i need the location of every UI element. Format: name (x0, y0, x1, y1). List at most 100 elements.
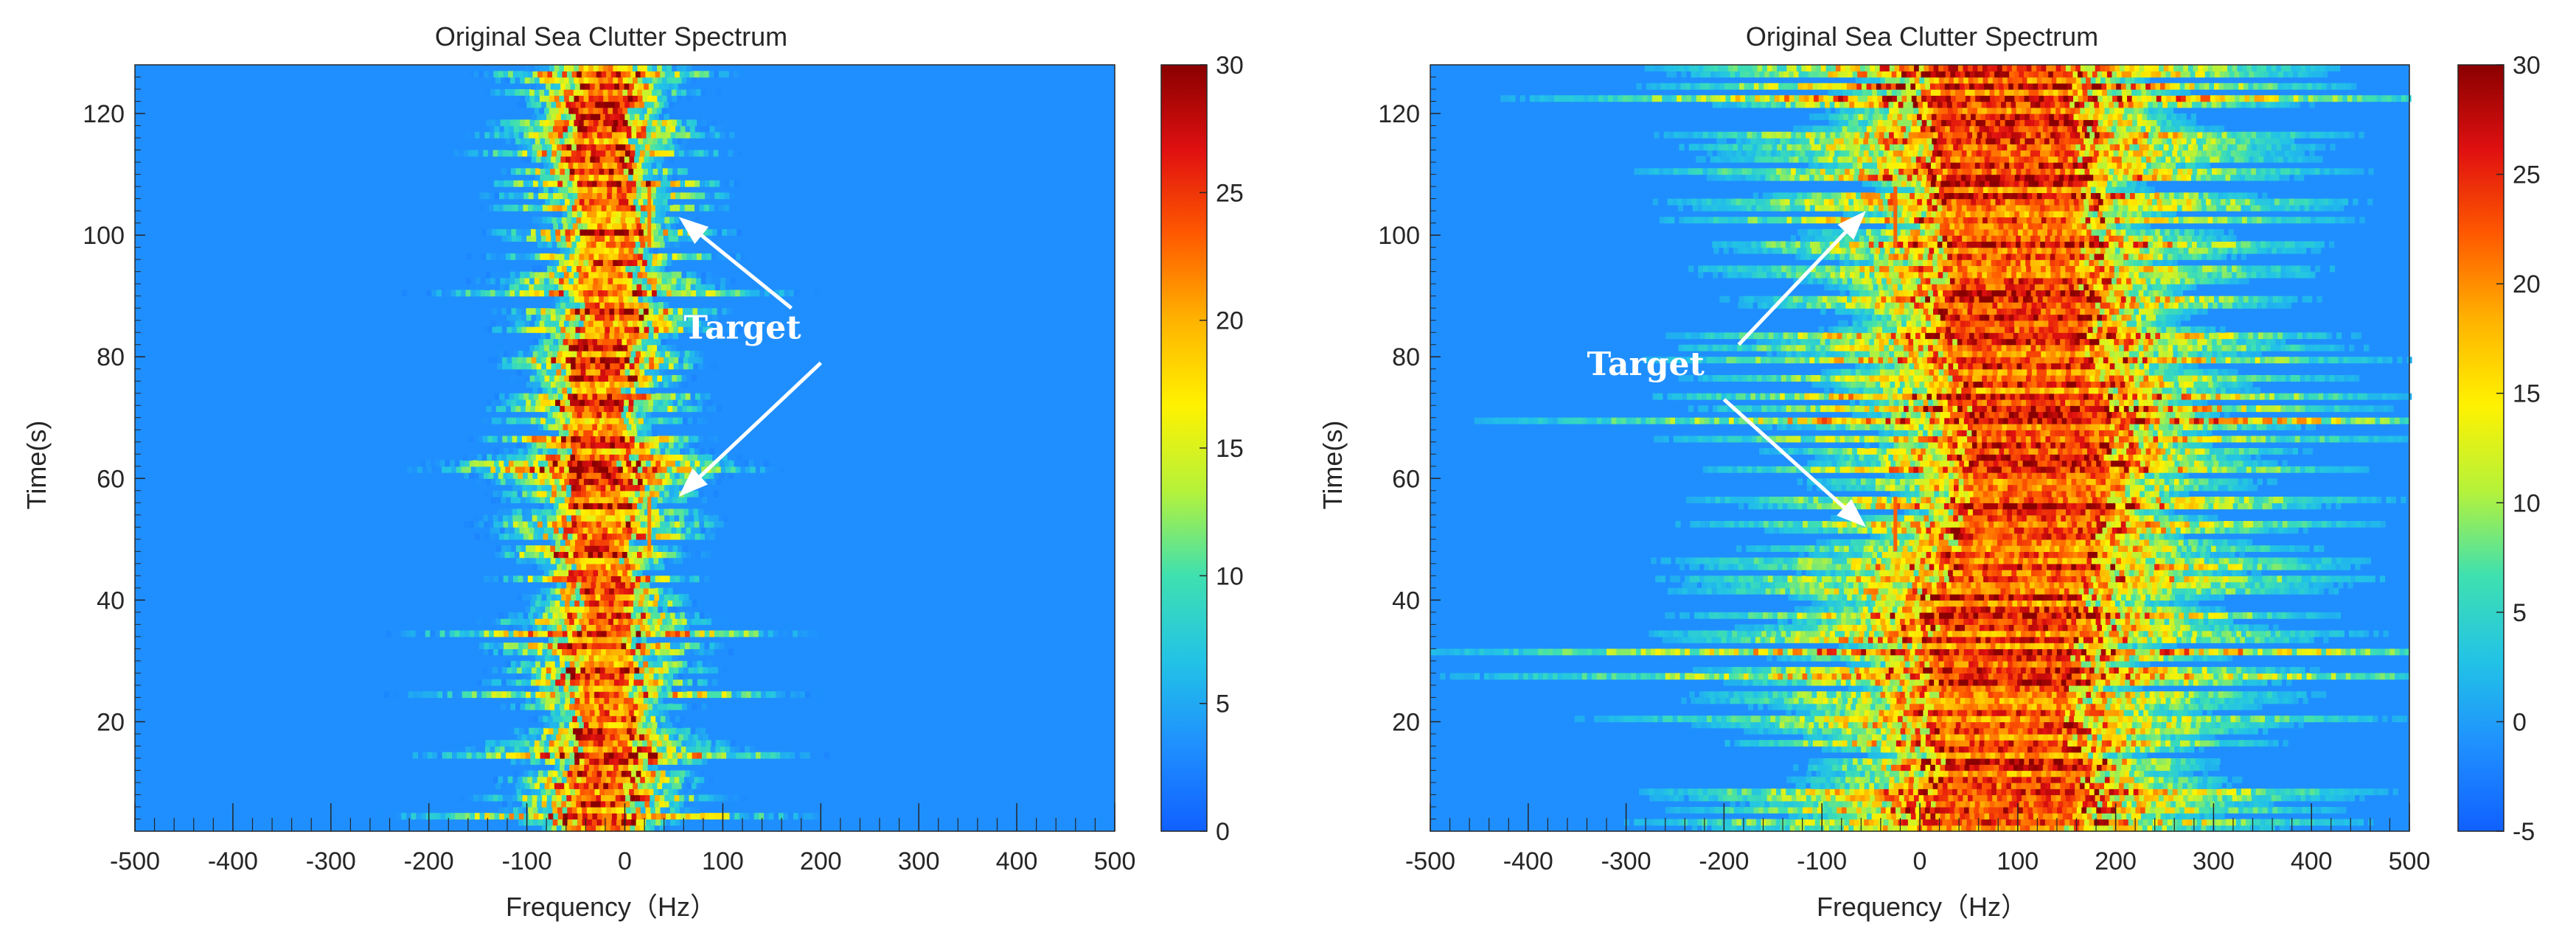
heatmap-cell (543, 716, 548, 722)
heatmap-cell (503, 150, 508, 157)
heatmap-cell (638, 332, 644, 339)
heatmap-cell (529, 126, 534, 133)
heatmap-cell (563, 746, 568, 752)
heatmap-cell (627, 321, 633, 327)
heatmap-cell (634, 381, 639, 388)
heatmap-cell (587, 205, 592, 211)
heatmap-cell (620, 491, 625, 497)
heatmap-cell (622, 716, 627, 722)
heatmap-cell (577, 582, 582, 589)
heatmap-cell (543, 771, 549, 777)
heatmap-cell (533, 771, 538, 777)
heatmap-cell (518, 461, 523, 467)
heatmap-cell (613, 600, 619, 606)
heatmap-cell (655, 771, 661, 777)
heatmap-cell (545, 253, 550, 260)
heatmap-cell (640, 564, 645, 570)
heatmap-cell (546, 788, 551, 795)
heatmap-cell (672, 405, 678, 412)
heatmap-cell (622, 162, 627, 169)
heatmap-cell (593, 466, 599, 473)
heatmap-cell (537, 485, 542, 492)
heatmap-cell (520, 321, 525, 327)
heatmap-cell (554, 272, 560, 279)
heatmap-cell (551, 381, 556, 388)
heatmap-cell (655, 716, 661, 722)
heatmap-cell (695, 448, 700, 455)
heatmap-cell (654, 113, 659, 120)
heatmap-cell (572, 181, 577, 187)
heatmap-cell (560, 539, 565, 546)
heatmap-cell (599, 704, 604, 710)
heatmap-cell (598, 570, 603, 576)
heatmap-cell (590, 381, 595, 388)
heatmap-cell (538, 461, 543, 467)
heatmap-cell (481, 466, 486, 473)
heatmap-cell (518, 612, 523, 619)
heatmap-cell (503, 777, 508, 783)
heatmap-cell (551, 326, 556, 333)
heatmap-cell (510, 783, 515, 789)
heatmap-cell (489, 576, 494, 582)
heatmap-cell (418, 691, 423, 698)
heatmap-cell (616, 564, 621, 570)
heatmap-cell (647, 259, 652, 266)
heatmap-cell (546, 113, 551, 120)
heatmap-cell (561, 357, 566, 363)
heatmap-cell (585, 308, 590, 315)
heatmap-cell (632, 813, 637, 819)
heatmap-cell (445, 461, 450, 467)
heatmap-cell (540, 175, 545, 181)
heatmap-cell (691, 551, 696, 558)
heatmap-cell (599, 588, 605, 595)
heatmap-cell (557, 564, 562, 570)
heatmap-cell (543, 132, 549, 139)
heatmap-cell (493, 795, 498, 802)
heatmap-cell (492, 454, 497, 461)
heatmap-cell (589, 600, 594, 606)
heatmap-cell (537, 351, 543, 357)
heatmap-cell (669, 648, 675, 655)
heatmap-cell (696, 272, 701, 279)
heatmap-cell (638, 497, 644, 503)
heatmap-cell (617, 338, 622, 345)
heatmap-cell (577, 461, 582, 467)
heatmap-cell (540, 253, 545, 260)
heatmap-cell (577, 181, 582, 187)
heatmap-cell (695, 461, 700, 467)
heatmap-cell (629, 381, 634, 388)
heatmap-cell (633, 430, 638, 436)
heatmap-cell (606, 648, 611, 655)
heatmap-cell (635, 485, 640, 492)
heatmap-cell (660, 648, 665, 655)
heatmap-cell (484, 643, 490, 649)
heatmap-cell (579, 89, 584, 96)
heatmap-cell (614, 229, 619, 236)
heatmap-cell (665, 643, 670, 649)
heatmap-cell (554, 430, 559, 436)
heatmap-cell (759, 461, 764, 467)
heatmap-cell (722, 752, 727, 759)
heatmap-cell (696, 551, 701, 558)
heatmap-cell (568, 223, 573, 230)
heatmap-cell (508, 795, 513, 802)
heatmap-cell (652, 752, 658, 759)
heatmap-cell (530, 497, 535, 503)
heatmap-cell (608, 746, 613, 752)
heatmap-cell (638, 606, 644, 613)
heatmap-cell (574, 168, 579, 175)
heatmap-cell (667, 618, 672, 625)
heatmap-cell (645, 388, 650, 394)
heatmap-cell (377, 813, 382, 819)
heatmap-cell (527, 144, 532, 150)
heatmap-cell (559, 108, 564, 114)
heatmap-cell (636, 643, 641, 649)
heatmap-cell (533, 576, 538, 582)
heatmap-cell (579, 655, 585, 662)
heatmap-cell (702, 752, 707, 759)
heatmap-cell (700, 351, 705, 357)
heatmap-cell (487, 229, 492, 236)
heatmap-cell (653, 418, 658, 424)
heatmap-cell (529, 89, 535, 96)
heatmap-cell (570, 454, 575, 461)
